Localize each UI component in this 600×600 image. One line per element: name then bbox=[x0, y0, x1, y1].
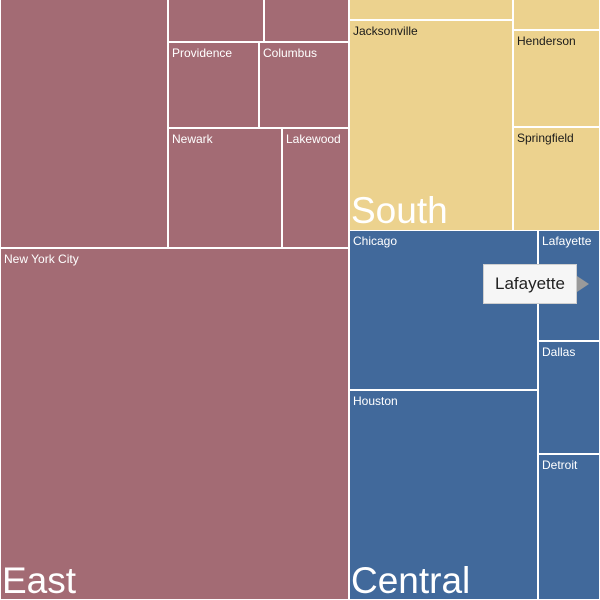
cell-label: Houston bbox=[353, 394, 398, 408]
tooltip: Lafayette bbox=[483, 264, 577, 304]
treemap-cell-houston[interactable]: Houston bbox=[349, 390, 538, 600]
treemap-cell-columbus[interactable]: Columbus bbox=[259, 42, 349, 128]
cell-label: Providence bbox=[172, 46, 233, 60]
region-label-south: South bbox=[351, 190, 448, 231]
treemap-cell-new-york-city[interactable]: New York City bbox=[0, 248, 349, 600]
cell-label: Lafayette bbox=[542, 234, 592, 248]
cell-label: Chicago bbox=[353, 234, 398, 248]
treemap-cell-east-unlabeled-1[interactable] bbox=[0, 0, 168, 248]
treemap-cell-dallas[interactable]: Dallas bbox=[538, 341, 600, 454]
region-label-east: East bbox=[2, 560, 77, 600]
cell-label: Springfield bbox=[517, 131, 574, 145]
cell-label: Detroit bbox=[542, 458, 578, 472]
cell-label: Dallas bbox=[542, 345, 576, 359]
treemap-cell-south-unlabeled-1[interactable] bbox=[349, 0, 513, 20]
cell-label: New York City bbox=[4, 252, 79, 266]
treemap-cell-henderson[interactable]: Henderson bbox=[513, 30, 600, 127]
region-label-central: Central bbox=[351, 560, 471, 600]
treemap-cell-providence[interactable]: Providence bbox=[168, 42, 259, 128]
treemap-cell-south-unlabeled-2[interactable] bbox=[513, 0, 600, 30]
treemap-cell-jacksonville[interactable]: Jacksonville bbox=[349, 20, 513, 231]
cell-label: Jacksonville bbox=[353, 24, 418, 38]
cell-label: Columbus bbox=[263, 46, 318, 60]
treemap-cell-columbia[interactable]: Columbia bbox=[168, 0, 264, 42]
treemap-cell-buffalo[interactable]: Buffalo bbox=[264, 0, 349, 42]
tooltip-text: Lafayette bbox=[495, 274, 565, 293]
cell-label: Henderson bbox=[517, 34, 576, 48]
treemap-cell-lakewood[interactable]: Lakewood bbox=[282, 128, 349, 248]
cell-label: Lakewood bbox=[286, 132, 341, 146]
tooltip-arrow bbox=[577, 276, 589, 292]
treemap-cell-chicago[interactable]: Chicago bbox=[349, 230, 538, 390]
treemap-cell-springfield[interactable]: Springfield bbox=[513, 127, 600, 231]
treemap-cell-newark[interactable]: Newark bbox=[168, 128, 282, 248]
treemap-cell-detroit[interactable]: Detroit bbox=[538, 454, 600, 600]
cell-label: Newark bbox=[172, 132, 213, 146]
